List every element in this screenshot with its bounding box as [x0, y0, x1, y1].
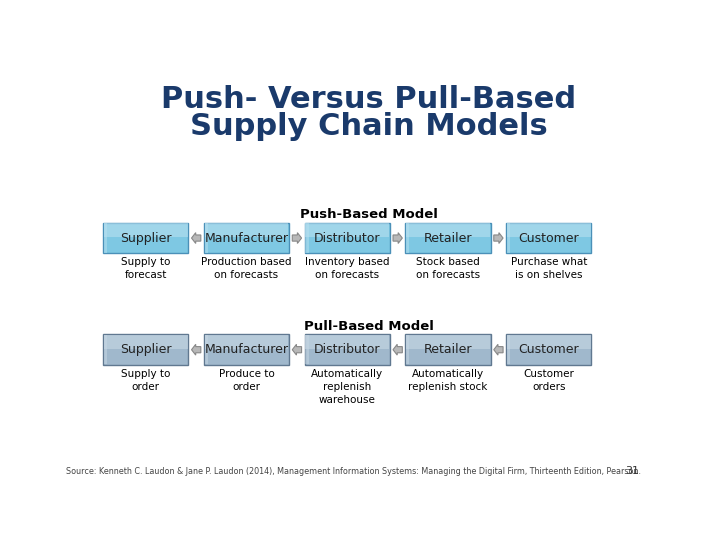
- FancyBboxPatch shape: [406, 224, 409, 253]
- FancyBboxPatch shape: [506, 222, 591, 253]
- Text: Customer: Customer: [518, 343, 579, 356]
- Text: Distributor: Distributor: [314, 232, 381, 245]
- Polygon shape: [494, 233, 503, 244]
- FancyBboxPatch shape: [305, 222, 390, 253]
- FancyBboxPatch shape: [305, 224, 309, 253]
- FancyBboxPatch shape: [204, 335, 289, 349]
- FancyBboxPatch shape: [104, 335, 107, 365]
- FancyBboxPatch shape: [305, 335, 389, 349]
- Text: Supply to
order: Supply to order: [121, 369, 171, 392]
- Text: Produce to
order: Produce to order: [219, 369, 274, 392]
- FancyBboxPatch shape: [507, 224, 510, 253]
- FancyBboxPatch shape: [104, 224, 188, 237]
- Text: Production based
on forecasts: Production based on forecasts: [202, 257, 292, 280]
- FancyBboxPatch shape: [507, 224, 590, 237]
- Text: Source: Kenneth C. Laudon & Jane P. Laudon (2014), Management Information System: Source: Kenneth C. Laudon & Jane P. Laud…: [66, 467, 641, 476]
- Polygon shape: [393, 233, 402, 244]
- FancyBboxPatch shape: [305, 224, 389, 237]
- Polygon shape: [292, 233, 302, 244]
- Text: Purchase what
is on shelves: Purchase what is on shelves: [510, 257, 587, 280]
- Text: Supply Chain Models: Supply Chain Models: [190, 112, 548, 141]
- Polygon shape: [192, 345, 201, 355]
- FancyBboxPatch shape: [507, 335, 590, 349]
- FancyBboxPatch shape: [406, 224, 490, 237]
- FancyBboxPatch shape: [406, 335, 490, 349]
- Text: Customer
orders: Customer orders: [523, 369, 575, 392]
- Text: Supplier: Supplier: [120, 232, 171, 245]
- Text: Retailer: Retailer: [424, 343, 472, 356]
- Text: Automatically
replenish stock: Automatically replenish stock: [408, 369, 487, 392]
- Polygon shape: [494, 345, 503, 355]
- Text: Retailer: Retailer: [424, 232, 472, 245]
- Polygon shape: [192, 233, 201, 244]
- FancyBboxPatch shape: [104, 335, 188, 349]
- FancyBboxPatch shape: [204, 224, 289, 237]
- Text: Inventory based
on forecasts: Inventory based on forecasts: [305, 257, 390, 280]
- FancyBboxPatch shape: [305, 334, 390, 365]
- Text: 31: 31: [626, 467, 639, 476]
- Text: Stock based
on forecasts: Stock based on forecasts: [416, 257, 480, 280]
- Text: Supply to
forecast: Supply to forecast: [121, 257, 171, 280]
- FancyBboxPatch shape: [204, 222, 289, 253]
- FancyBboxPatch shape: [104, 224, 107, 253]
- FancyBboxPatch shape: [305, 335, 309, 365]
- FancyBboxPatch shape: [506, 334, 591, 365]
- FancyBboxPatch shape: [103, 334, 189, 365]
- FancyBboxPatch shape: [405, 222, 490, 253]
- FancyBboxPatch shape: [204, 335, 208, 365]
- FancyBboxPatch shape: [204, 334, 289, 365]
- FancyBboxPatch shape: [204, 224, 208, 253]
- Text: Automatically
replenish
warehouse: Automatically replenish warehouse: [311, 369, 383, 406]
- FancyBboxPatch shape: [406, 335, 409, 365]
- Text: Supplier: Supplier: [120, 343, 171, 356]
- FancyBboxPatch shape: [405, 334, 490, 365]
- FancyBboxPatch shape: [103, 222, 189, 253]
- FancyBboxPatch shape: [507, 335, 510, 365]
- Polygon shape: [393, 345, 402, 355]
- Text: Manufacturer: Manufacturer: [204, 232, 289, 245]
- Text: Customer: Customer: [518, 232, 579, 245]
- Text: Manufacturer: Manufacturer: [204, 343, 289, 356]
- Text: Push- Versus Pull-Based: Push- Versus Pull-Based: [161, 85, 577, 114]
- Text: Distributor: Distributor: [314, 343, 381, 356]
- Text: Push-Based Model: Push-Based Model: [300, 208, 438, 221]
- Text: Pull-Based Model: Pull-Based Model: [304, 320, 434, 333]
- Polygon shape: [292, 345, 302, 355]
